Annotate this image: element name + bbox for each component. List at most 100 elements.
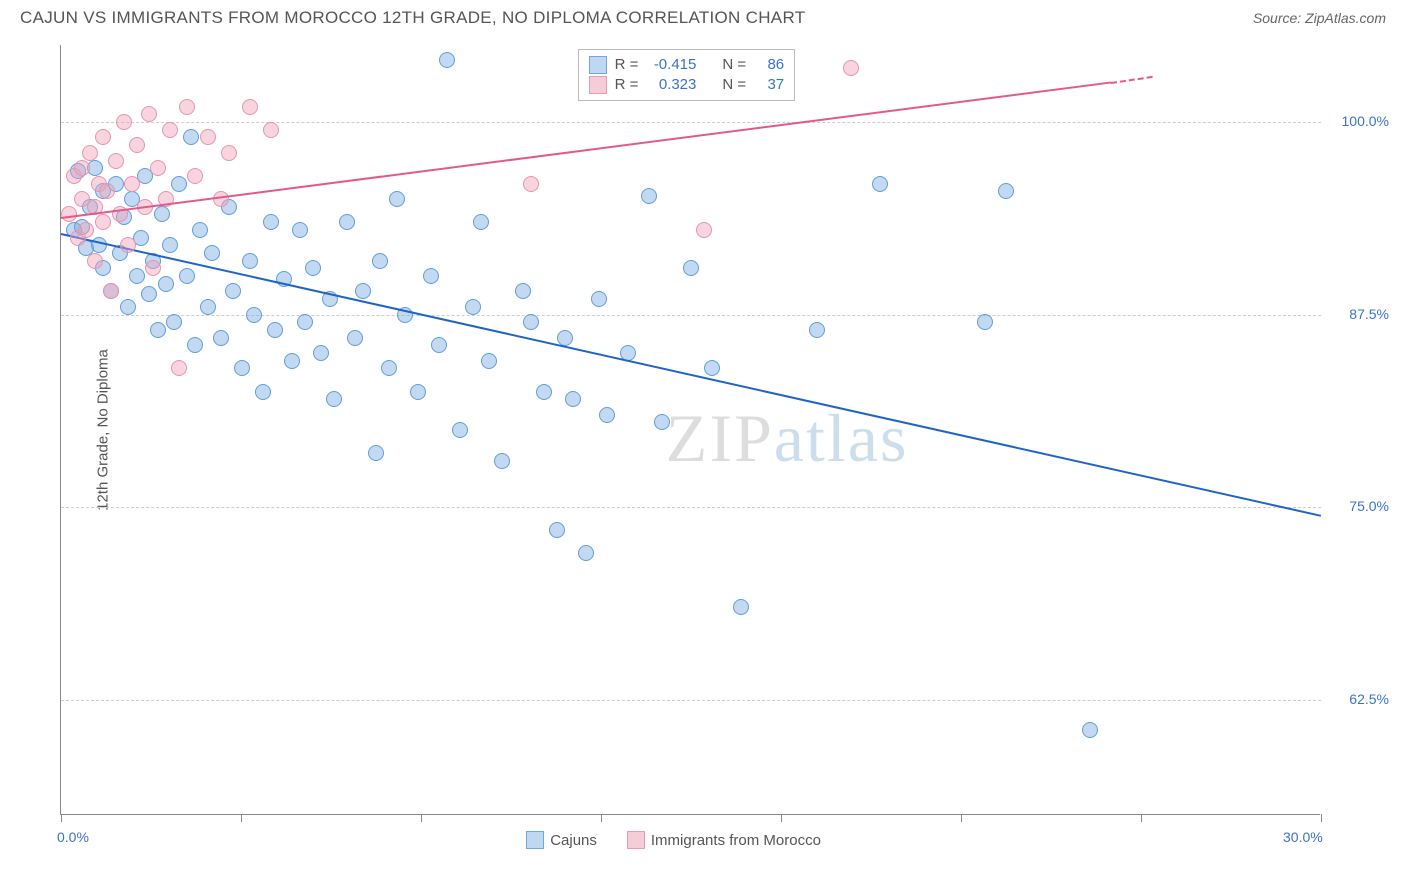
data-point: [225, 283, 241, 299]
data-point: [523, 314, 539, 330]
watermark: ZIPatlas: [666, 399, 909, 478]
chart-title: CAJUN VS IMMIGRANTS FROM MOROCCO 12TH GR…: [20, 8, 805, 28]
data-point: [439, 52, 455, 68]
data-point: [158, 276, 174, 292]
watermark-atlas: atlas: [774, 400, 909, 476]
data-point: [74, 160, 90, 176]
correlation-stat-box: R =-0.415N =86R =0.323N =37: [578, 49, 796, 101]
gridline: [61, 507, 1321, 508]
data-point: [263, 214, 279, 230]
legend-label: Immigrants from Morocco: [651, 832, 821, 849]
data-point: [242, 253, 258, 269]
data-point: [187, 168, 203, 184]
bottom-legend: Cajuns Immigrants from Morocco: [526, 831, 821, 849]
data-point: [179, 268, 195, 284]
data-point: [410, 384, 426, 400]
x-tick: [601, 814, 602, 822]
data-point: [536, 384, 552, 400]
legend-item: Immigrants from Morocco: [627, 831, 821, 849]
legend-item: Cajuns: [526, 831, 597, 849]
stat-n-value: 37: [754, 76, 784, 93]
data-point: [292, 222, 308, 238]
data-point: [355, 283, 371, 299]
data-point: [549, 522, 565, 538]
data-point: [162, 122, 178, 138]
x-tick: [61, 814, 62, 822]
chart-header: CAJUN VS IMMIGRANTS FROM MOROCCO 12TH GR…: [0, 0, 1406, 32]
stat-r-label: R =: [615, 56, 639, 73]
data-point: [124, 176, 140, 192]
y-tick-label: 62.5%: [1329, 691, 1389, 707]
data-point: [872, 176, 888, 192]
x-tick: [961, 814, 962, 822]
data-point: [263, 122, 279, 138]
data-point: [145, 260, 161, 276]
gridline: [61, 122, 1321, 123]
stat-r-label: R =: [615, 76, 639, 93]
data-point: [347, 330, 363, 346]
data-point: [1082, 722, 1098, 738]
x-tick: [1141, 814, 1142, 822]
data-point: [284, 353, 300, 369]
data-point: [654, 414, 670, 430]
data-point: [162, 237, 178, 253]
stat-r-value: -0.415: [646, 56, 696, 73]
data-point: [108, 153, 124, 169]
data-point: [465, 299, 481, 315]
data-point: [452, 422, 468, 438]
data-point: [733, 599, 749, 615]
data-point: [150, 160, 166, 176]
source-name: ZipAtlas.com: [1305, 10, 1386, 26]
data-point: [129, 268, 145, 284]
data-point: [187, 337, 203, 353]
x-tick: [421, 814, 422, 822]
data-point: [183, 129, 199, 145]
data-point: [179, 99, 195, 115]
data-point: [368, 445, 384, 461]
data-point: [297, 314, 313, 330]
data-point: [150, 322, 166, 338]
data-point: [120, 299, 136, 315]
data-point: [372, 253, 388, 269]
data-point: [305, 260, 321, 276]
data-point: [200, 129, 216, 145]
data-point: [339, 214, 355, 230]
data-point: [523, 176, 539, 192]
data-point: [683, 260, 699, 276]
data-point: [192, 222, 208, 238]
stat-r-value: 0.323: [646, 76, 696, 93]
data-point: [977, 314, 993, 330]
data-point: [696, 222, 712, 238]
data-point: [246, 307, 262, 323]
data-point: [494, 453, 510, 469]
data-point: [843, 60, 859, 76]
data-point: [242, 99, 258, 115]
data-point: [591, 291, 607, 307]
legend-swatch: [589, 76, 607, 94]
data-point: [82, 145, 98, 161]
data-point: [473, 214, 489, 230]
plot-wrap: 12th Grade, No Diploma ZIPatlas R =-0.41…: [60, 45, 1320, 815]
y-tick-label: 87.5%: [1329, 306, 1389, 322]
data-point: [78, 222, 94, 238]
stat-row: R =0.323N =37: [589, 76, 785, 94]
legend-swatch: [589, 56, 607, 74]
data-point: [171, 176, 187, 192]
data-point: [204, 245, 220, 261]
data-point: [326, 391, 342, 407]
data-point: [481, 353, 497, 369]
data-point: [578, 545, 594, 561]
data-point: [95, 214, 111, 230]
x-tick-label: 30.0%: [1283, 829, 1323, 845]
data-point: [565, 391, 581, 407]
source-attribution: Source: ZipAtlas.com: [1253, 10, 1386, 26]
data-point: [200, 299, 216, 315]
source-prefix: Source:: [1253, 10, 1305, 26]
data-point: [120, 237, 136, 253]
data-point: [431, 337, 447, 353]
data-point: [704, 360, 720, 376]
data-point: [599, 407, 615, 423]
data-point: [95, 129, 111, 145]
data-point: [213, 330, 229, 346]
data-point: [99, 183, 115, 199]
